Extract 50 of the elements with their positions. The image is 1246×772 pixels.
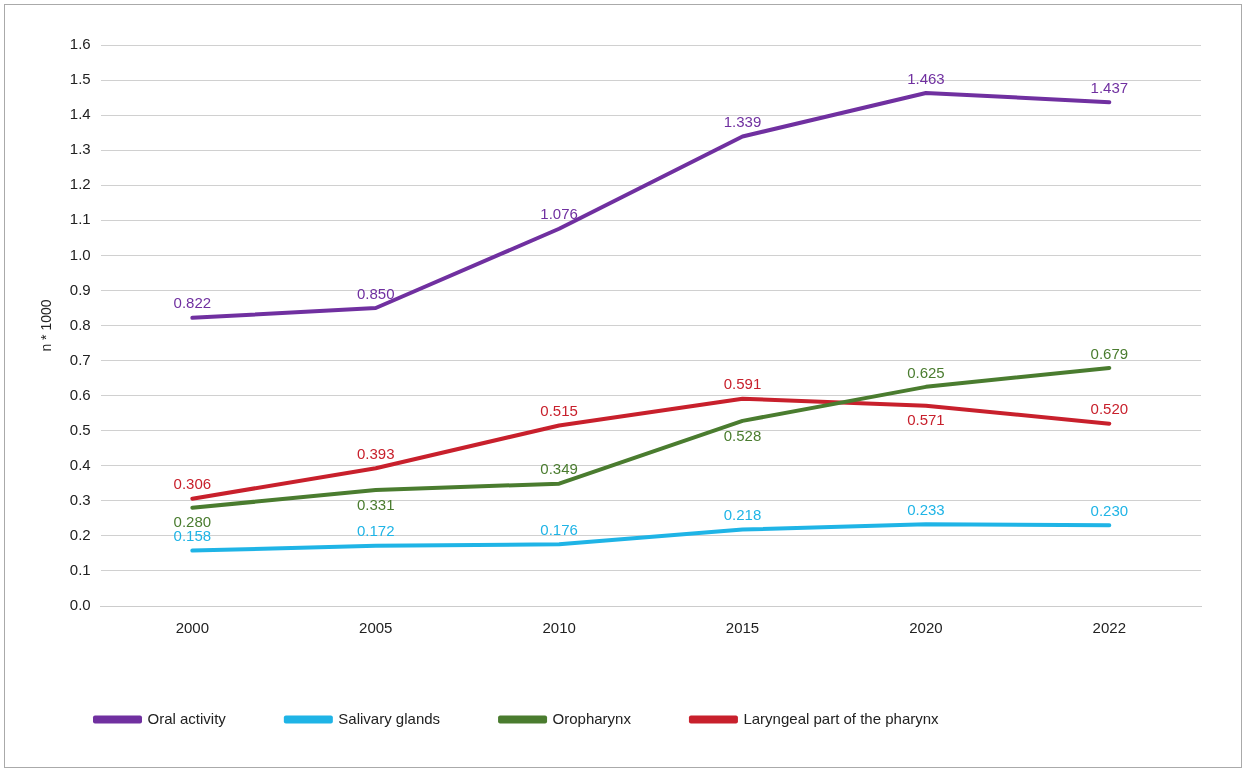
y-tick-label: 0.4 — [69, 455, 91, 473]
y-tick-label: 0.2 — [69, 526, 91, 544]
y-tick-label: 0.5 — [69, 420, 91, 438]
data-label: 0.515 — [540, 402, 578, 420]
y-tick-label: 0.6 — [69, 385, 91, 403]
data-label: 1.437 — [1090, 78, 1129, 96]
legend-label: Oral activity — [147, 709, 227, 727]
data-label: 0.528 — [723, 426, 762, 444]
data-label: 0.850 — [356, 284, 395, 302]
y-tick-label: 1.1 — [69, 210, 91, 228]
data-label: 0.679 — [1090, 344, 1129, 362]
y-tick-label: 1.4 — [69, 105, 91, 123]
y-tick-label: 0.3 — [69, 490, 91, 508]
y-tick-label: 1.3 — [69, 140, 91, 158]
y-tick-label: 0.7 — [69, 350, 91, 368]
data-label: 0.233 — [907, 500, 945, 518]
y-tick-label: 0.8 — [69, 315, 91, 333]
data-label: 1.076 — [540, 205, 578, 223]
legend-label: Oropharynx — [552, 709, 632, 727]
data-label: 0.571 — [907, 411, 945, 429]
data-label: 0.176 — [540, 520, 578, 538]
data-label: 0.625 — [907, 363, 945, 381]
x-tick-label: 2005 — [359, 619, 393, 637]
data-label: 0.331 — [356, 495, 395, 513]
y-tick-label: 1.6 — [69, 35, 91, 53]
x-tick-label: 2015 — [725, 619, 760, 637]
y-axis-title: n * 1000 — [38, 299, 55, 352]
legend-label: Salivary glands — [338, 709, 441, 727]
data-label: 0.218 — [723, 506, 762, 524]
x-tick-label: 2020 — [909, 619, 943, 637]
data-label: 1.339 — [723, 113, 762, 131]
data-label: 0.172 — [356, 522, 395, 540]
x-tick-label: 2000 — [175, 619, 210, 637]
x-tick-label: 2022 — [1092, 619, 1126, 637]
data-label: 0.393 — [356, 444, 395, 462]
data-label: 0.230 — [1090, 502, 1129, 519]
data-label: 0.822 — [173, 294, 212, 312]
data-label: 0.520 — [1090, 400, 1129, 418]
x-tick-label: 2010 — [542, 619, 576, 637]
y-tick-label: 1.0 — [69, 245, 91, 263]
y-tick-label: 0.0 — [69, 596, 91, 614]
data-label: 0.349 — [540, 460, 578, 478]
data-label: 0.306 — [173, 475, 212, 493]
y-tick-label: 0.1 — [69, 561, 91, 579]
y-tick-label: 0.9 — [69, 280, 91, 298]
legend-label: Laryngeal part of the pharynx — [743, 709, 940, 727]
y-tick-label: 1.2 — [69, 175, 91, 193]
data-label: 1.463 — [907, 69, 945, 87]
data-label: 0.591 — [723, 375, 762, 393]
y-tick-label: 1.5 — [69, 70, 91, 88]
